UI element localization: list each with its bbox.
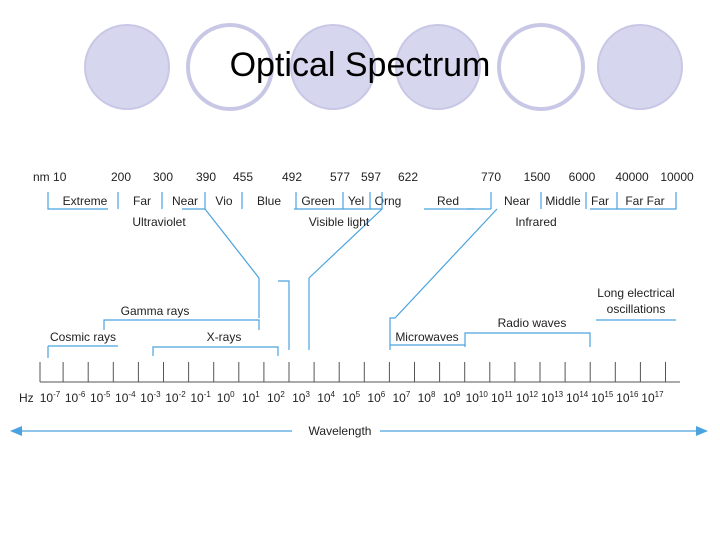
hz-value: 10-1 — [190, 390, 211, 405]
hz-value: 1011 — [491, 390, 513, 405]
left-arrow-icon — [10, 426, 22, 436]
hz-value: 1017 — [641, 390, 664, 405]
hz-value: 1014 — [566, 390, 589, 405]
hz-value: 101 — [242, 390, 260, 405]
hz-value: 10-2 — [165, 390, 186, 405]
nm-value: nm 10 — [33, 170, 67, 184]
hz-value: 10-5 — [90, 390, 111, 405]
hz-value: 1013 — [541, 390, 564, 405]
band-label: Far — [591, 194, 609, 208]
hz-value: 106 — [367, 390, 385, 405]
visible-light-label: Visible light — [309, 215, 370, 229]
long-oscillations-label-2: oscillations — [607, 302, 666, 316]
nm-value: 577 — [330, 170, 350, 184]
deco-circle-2 — [186, 23, 274, 111]
deco-circle-5 — [497, 23, 585, 111]
hz-value: 108 — [418, 390, 436, 405]
deco-circle-4 — [395, 24, 481, 110]
hz-value: 109 — [443, 390, 461, 405]
group-brackets — [47, 192, 677, 350]
deco-circle-1 — [84, 24, 170, 110]
wavelength-axis-label: Wavelength — [309, 424, 372, 438]
band-label: Far — [133, 194, 151, 208]
band-label: Yel — [348, 194, 364, 208]
deco-circle-6 — [597, 24, 683, 110]
nm-value: 6000 — [569, 170, 596, 184]
hz-value: 1016 — [616, 390, 639, 405]
hz-value: 1010 — [466, 390, 489, 405]
nm-value: 1500 — [524, 170, 551, 184]
band-label: Green — [301, 194, 334, 208]
nm-value: 40000 — [615, 170, 649, 184]
hz-value: 105 — [342, 390, 360, 405]
hz-value: 107 — [392, 390, 410, 405]
long-oscillations-label-1: Long electrical — [597, 286, 674, 300]
page-title: Optical Spectrum — [229, 46, 491, 84]
ultraviolet-label: Ultraviolet — [132, 215, 186, 229]
band-label: Extreme — [63, 194, 108, 208]
hz-value: 1015 — [591, 390, 614, 405]
band-label: Red — [437, 194, 459, 208]
microwaves-label: Microwaves — [395, 330, 458, 344]
nm-value: 492 — [282, 170, 302, 184]
hz-ticks — [39, 362, 666, 382]
nm-value: 622 — [398, 170, 418, 184]
nm-value: 390 — [196, 170, 216, 184]
right-arrow-icon — [696, 426, 708, 436]
infrared-label: Infrared — [515, 215, 556, 229]
band-label: Orng — [375, 194, 402, 208]
radio-waves-label: Radio waves — [498, 316, 567, 330]
x-rays-label: X-rays — [207, 330, 242, 344]
band-label: Middle — [545, 194, 581, 208]
band-label: Blue — [257, 194, 281, 208]
wavelength-row: nm 10 200 300 390 455 492 577 597 622 77… — [33, 170, 694, 184]
cosmic-rays-label: Cosmic rays — [50, 330, 116, 344]
nm-value: 770 — [481, 170, 501, 184]
group-labels: Ultraviolet Visible light Infrared — [132, 215, 556, 229]
hz-value: 100 — [217, 390, 235, 405]
hz-values: 10-7 10-6 10-5 10-4 10-3 10-2 10-1 100 101 102 103… — [40, 390, 664, 405]
wavelength-axis: Wavelength — [10, 424, 708, 438]
nm-value: 455 — [233, 170, 253, 184]
band-label: Near — [504, 194, 530, 208]
hz-axis: Hz 10-7 10-6 10-5 10-4 10-3 10-2 10-1 100 101 102… — [19, 362, 680, 405]
band-label: Near — [172, 194, 198, 208]
hz-value: 10-6 — [65, 390, 86, 405]
deco-circle-3 — [290, 24, 376, 110]
hz-value: 104 — [317, 390, 335, 405]
region-labels: Gamma rays Cosmic rays X-rays Microwaves… — [47, 286, 676, 358]
decorative-circles — [84, 23, 683, 111]
hz-label: Hz — [19, 391, 34, 405]
band-label: Far Far — [625, 194, 664, 208]
band-labels: Extreme Far Near Vio Blue Green Yel Orng… — [63, 194, 665, 208]
hz-value: 10-7 — [40, 390, 61, 405]
nm-value: 200 — [111, 170, 131, 184]
band-label: Vio — [215, 194, 232, 208]
hz-value: 1012 — [516, 390, 539, 405]
nm-value: 300 — [153, 170, 173, 184]
nm-value: 10000 — [660, 170, 694, 184]
hz-value: 103 — [292, 390, 310, 405]
nm-value: 597 — [361, 170, 381, 184]
hz-value: 102 — [267, 390, 285, 405]
hz-value: 10-4 — [115, 390, 136, 405]
gamma-rays-label: Gamma rays — [121, 304, 190, 318]
band-separators — [117, 192, 618, 209]
hz-value: 10-3 — [140, 390, 161, 405]
